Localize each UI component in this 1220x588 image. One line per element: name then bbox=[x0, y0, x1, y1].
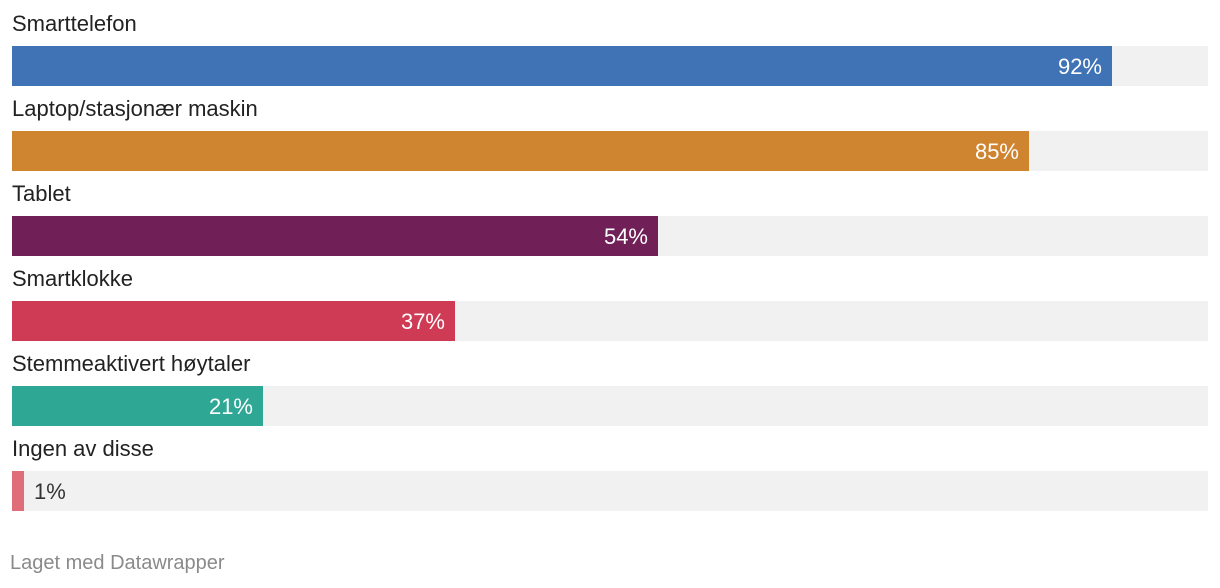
bar-row: Ingen av disse 1% bbox=[12, 435, 1208, 520]
bar-track: 21% bbox=[12, 386, 1208, 426]
bar-track: 92% bbox=[12, 46, 1208, 86]
bar-row: Stemmeaktivert høytaler 21% bbox=[12, 350, 1208, 435]
bar bbox=[12, 301, 455, 341]
bar-row: Tablet 54% bbox=[12, 180, 1208, 265]
value-label: 92% bbox=[1057, 54, 1102, 79]
bar-row: Laptop/stasjonær maskin 85% bbox=[12, 95, 1208, 180]
category-label: Stemmeaktivert høytaler bbox=[12, 351, 251, 376]
bar bbox=[12, 46, 1112, 86]
category-label: Ingen av disse bbox=[12, 436, 154, 461]
bar-track: 1% bbox=[12, 471, 1208, 511]
bar-chart: Smarttelefon 92% Laptop/stasjonær maskin 85… bbox=[12, 10, 1208, 520]
value-label: 21% bbox=[208, 394, 253, 419]
credit-text: Laget med Datawrapper bbox=[10, 552, 225, 574]
category-label: Tablet bbox=[12, 181, 71, 206]
category-label: Smarttelefon bbox=[12, 11, 137, 36]
value-label: 1% bbox=[34, 479, 66, 504]
category-label: Laptop/stasjonær maskin bbox=[12, 96, 258, 121]
bar-track: 85% bbox=[12, 131, 1208, 171]
value-label: 54% bbox=[603, 224, 648, 249]
bar-row: Smartklokke 37% bbox=[12, 265, 1208, 350]
value-label: 85% bbox=[974, 139, 1019, 164]
bar bbox=[12, 386, 263, 426]
bar bbox=[12, 471, 24, 511]
value-label: 37% bbox=[400, 309, 445, 334]
bar-track: 54% bbox=[12, 216, 1208, 256]
bar bbox=[12, 216, 658, 256]
bar-row: Smarttelefon 92% bbox=[12, 10, 1208, 95]
category-label: Smartklokke bbox=[12, 266, 134, 291]
bar bbox=[12, 131, 1029, 171]
bar-track: 37% bbox=[12, 301, 1208, 341]
